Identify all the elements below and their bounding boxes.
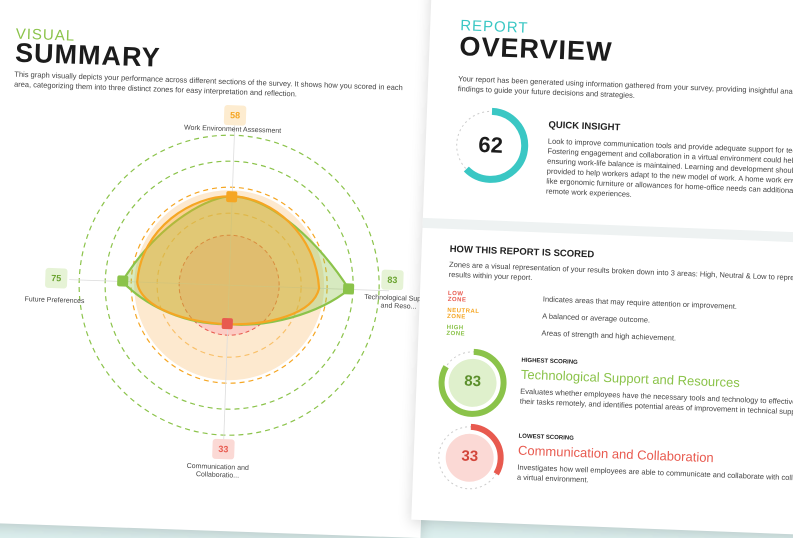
- lowest-text: Investigates how well employees are able…: [516, 462, 793, 485]
- radar-chart: [69, 125, 390, 446]
- section-divider: [422, 217, 793, 244]
- axis-label-communication: Communication and Collaboratio...: [186, 462, 250, 480]
- radar-point-future-preferences: [117, 275, 129, 287]
- highest-score-arc: [438, 348, 507, 417]
- overall-score-gauge: [453, 107, 529, 183]
- zone-name-neutral: NEUTRAL ZONE: [446, 307, 480, 321]
- score-box-communication: 33: [212, 438, 235, 460]
- zone-desc-high: Areas of strength and high achievement.: [541, 328, 677, 343]
- score-box-future-preferences: 75: [44, 267, 68, 289]
- highest-kicker: HIGHEST SCORING: [521, 357, 578, 366]
- radar-inner-area: [136, 195, 321, 326]
- overview-page: REPORT OVERVIEW Your report has been gen…: [411, 0, 793, 536]
- highest-title: Technological Support and Resources: [520, 366, 741, 391]
- overall-score-value: 62: [477, 131, 504, 158]
- zone-name-high: HIGH ZONE: [446, 324, 466, 338]
- score-box-technological-support: 83: [381, 269, 404, 291]
- quick-insight-text: Look to improve communication tools and …: [545, 136, 793, 199]
- highest-text: Evaluates whether employees have the nec…: [519, 386, 793, 417]
- lowest-title: Communication and Collaboration: [517, 442, 715, 466]
- zone-desc-low: Indicates areas that may require attenti…: [542, 294, 738, 311]
- highest-score-gauge: [438, 348, 507, 417]
- lowest-score-arc: [435, 423, 504, 492]
- scoring-title: HOW THIS REPORT IS SCORED: [449, 243, 595, 261]
- lowest-kicker: LOWEST SCORING: [518, 433, 574, 442]
- overview-intro: Your report has been generated using inf…: [457, 74, 793, 100]
- overview-title: OVERVIEW: [458, 31, 613, 67]
- highest-score-value: 83: [463, 372, 482, 391]
- score-box-work-environment: 58: [223, 104, 247, 126]
- zone-desc-neutral: A balanced or average outcome.: [542, 311, 651, 325]
- summary-page: VISUAL SUMMARY This graph visually depic…: [0, 0, 440, 538]
- scoring-intro: Zones are a visual representation of you…: [448, 259, 793, 284]
- lowest-score-gauge: [435, 423, 504, 492]
- lowest-score-value: 33: [461, 447, 479, 466]
- radar-point-work-environment: [226, 191, 238, 203]
- radar-point-technological-support: [342, 283, 355, 295]
- radar-point-communication: [221, 318, 233, 330]
- quick-insight-title: QUICK INSIGHT: [548, 119, 621, 134]
- overall-score-arc: [453, 107, 529, 183]
- zone-name-low: LOW ZONE: [447, 290, 467, 304]
